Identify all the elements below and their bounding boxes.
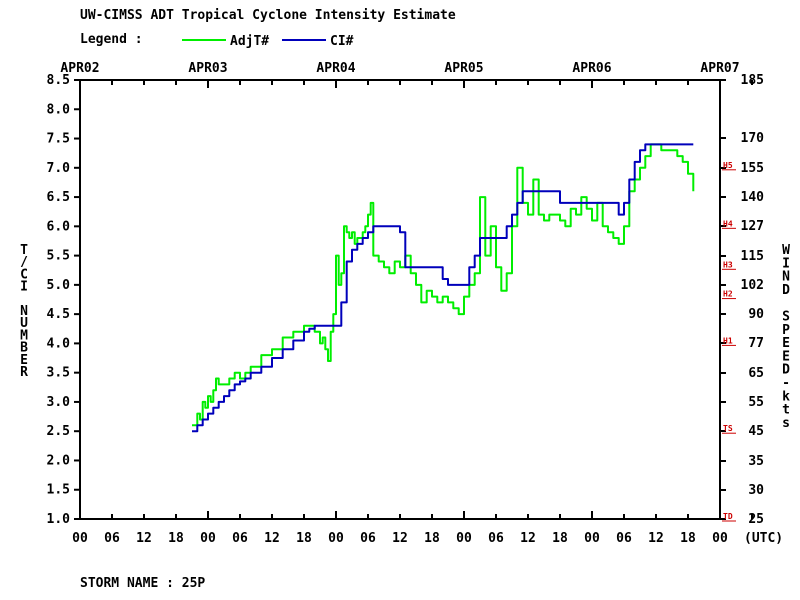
wind-tick-label: 30 [748,483,764,498]
wind-tick-label: 155 [741,161,764,176]
y2-axis-title-char: s [782,416,790,431]
category-mark-td: TD [723,512,733,521]
y2-axis-title-char: D [782,363,790,378]
wind-tick-label: 45 [748,424,764,439]
y2-axis-title-char: W [782,243,790,258]
wind-tick-label: 55 [748,395,764,410]
x-tick-label: 00 [200,531,216,546]
category-mark-ts: TS [723,424,733,433]
y-axis-title-char: R [20,365,28,380]
x-tick-label: 18 [552,531,568,546]
x-tick-label: 12 [648,531,664,546]
y-tick-label: 5.5 [47,249,70,264]
y-tick-label: 3.0 [47,395,71,410]
y-tick-label: 7.0 [47,161,71,176]
y-axis-title-char: T [20,243,28,258]
series-line-adjt [192,143,695,427]
plot-frame [79,79,721,520]
wind-tick-label: 140 [741,190,765,205]
wind-tick-label: 90 [748,307,764,322]
y-tick-label: 5.0 [47,278,71,293]
wind-tick-label: 25 [748,512,764,527]
x-tick-label: 00 [584,531,600,546]
x-tick-label: 00 [72,531,88,546]
y-axis-title-char: U [20,316,28,331]
date-label: APR04 [316,61,355,76]
x-tick-label: 18 [680,531,696,546]
y2-axis-title-char: P [782,323,790,338]
category-mark-h2: H2 [723,290,733,299]
x-tick-label: 00 [456,531,472,546]
series-line-ci [192,143,694,433]
y2-axis-title-char: I [782,256,790,271]
y-tick-label: 7.5 [47,132,70,147]
wind-tick-label: 102 [741,278,764,293]
x-tick-label: 18 [296,531,312,546]
y2-axis-title-char: - [782,376,790,391]
x-tick-label: 12 [264,531,280,546]
y-tick-label: 2.5 [47,424,70,439]
x-tick-label: 06 [360,531,376,546]
y-tick-label: 1.5 [47,483,70,498]
y-axis-title-char: N [20,304,28,319]
y2-axis-title-char: E [782,336,790,351]
y-tick-label: 6.0 [47,219,71,234]
x-tick-label: 12 [392,531,408,546]
x-tick-label: 00 [328,531,344,546]
wind-tick-label: 127 [741,219,764,234]
y-tick-label: 8.0 [47,102,71,117]
y-axis-title-char: C [20,267,28,282]
y2-axis-title-char: t [782,403,790,418]
y2-axis-title-char: k [782,389,790,404]
y-axis-title-char: E [20,353,28,368]
y-tick-label: 3.5 [47,366,70,381]
date-label: APR07 [700,61,739,76]
date-label: APR03 [188,61,227,76]
chart-title: UW-CIMSS ADT Tropical Cyclone Intensity … [80,8,456,23]
category-mark-h3: H3 [723,260,733,269]
y-tick-label: 4.0 [47,336,71,351]
x-tick-label: (UTC) [744,531,783,546]
x-tick-label: 12 [520,531,536,546]
wind-tick-label: 65 [748,366,764,381]
date-label: APR06 [572,61,611,76]
y2-axis-title-char: S [782,310,790,325]
y-tick-label: 8.5 [47,73,70,88]
x-tick-label: 06 [104,531,120,546]
category-mark-h5: H5 [723,161,733,170]
x-tick-label: 06 [232,531,248,546]
date-label: APR05 [444,61,483,76]
wind-tick-label: 77 [748,336,764,351]
y2-axis-title-char: D [782,283,790,298]
category-mark-h1: H1 [723,336,733,345]
x-tick-label: 00 [712,531,728,546]
wind-tick-label: 115 [741,249,764,264]
x-tick-label: 06 [616,531,632,546]
y-axis-title-char: M [20,328,28,343]
y-tick-label: 2.0 [47,453,71,468]
y-tick-label: 6.5 [47,190,70,205]
y2-axis-title-char: N [782,270,790,285]
category-mark-h4: H4 [723,219,733,228]
x-tick-label: 18 [168,531,184,546]
legend-entry-ci: CI# [330,34,354,49]
y-axis-title-char: B [20,341,28,356]
legend-entry-adjt: AdjT# [230,34,269,49]
y-axis-title-char: / [20,255,28,270]
x-tick-label: 06 [488,531,504,546]
x-tick-label: 18 [424,531,440,546]
x-tick-label: 12 [136,531,152,546]
legend-label: Legend : [80,32,143,47]
y-tick-label: 1.0 [47,512,71,527]
storm-name: STORM NAME : 25P [80,576,206,591]
wind-tick-label: 170 [741,131,765,146]
date-label: APR02 [60,61,99,76]
y-axis-title-char: I [20,280,28,295]
y-tick-label: 4.5 [47,307,70,322]
wind-tick-label: 35 [748,454,764,469]
y2-axis-title-char: E [782,349,790,364]
